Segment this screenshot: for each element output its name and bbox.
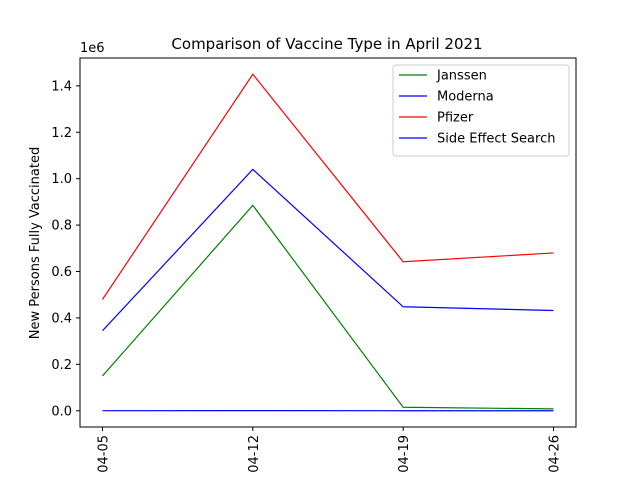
- y-tick-label: 0.2: [51, 358, 72, 373]
- y-tick-label: 1.2: [51, 126, 72, 141]
- y-offset-label: 1e6: [80, 41, 105, 56]
- legend-label: Moderna: [437, 90, 494, 105]
- x-tick-label: 04-12: [247, 435, 262, 473]
- plot-frame: [79, 57, 577, 428]
- x-axis: 04-05 04-12 04-19 04-26: [97, 427, 563, 473]
- y-axis: 0.0 0.2 0.4 0.6 0.8 1.0 1.2 1.4: [51, 79, 80, 419]
- y-tick-label: 0.0: [51, 404, 72, 419]
- x-tick-label: 04-26: [548, 435, 563, 473]
- plot-lines: [102, 73, 554, 412]
- legend-label: Janssen: [436, 69, 487, 84]
- series-line-janssen: [102, 204, 554, 410]
- legend-label: Side Effect Search: [437, 132, 555, 147]
- y-tick-label: 0.6: [51, 265, 72, 280]
- y-tick-label: 0.4: [51, 311, 72, 326]
- legend-label: Pfizer: [437, 111, 474, 126]
- series-line-pfizer: [102, 73, 554, 300]
- legend-frame: [392, 64, 570, 157]
- x-tick-label: 04-19: [397, 435, 412, 473]
- y-tick-label: 1.0: [51, 172, 72, 187]
- y-axis-label: New Persons Fully Vaccinated: [28, 147, 43, 339]
- x-tick-label: 04-05: [97, 435, 112, 473]
- series-line-moderna: [102, 168, 554, 332]
- chart-title: Comparison of Vaccine Type in April 2021: [171, 35, 482, 53]
- legend: Janssen Moderna Pfizer Side Effect Search: [392, 64, 570, 157]
- y-tick-label: 1.4: [51, 79, 72, 94]
- y-tick-label: 0.8: [51, 219, 72, 234]
